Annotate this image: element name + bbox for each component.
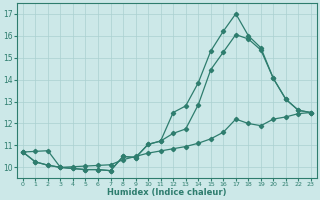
X-axis label: Humidex (Indice chaleur): Humidex (Indice chaleur) [107,188,227,197]
